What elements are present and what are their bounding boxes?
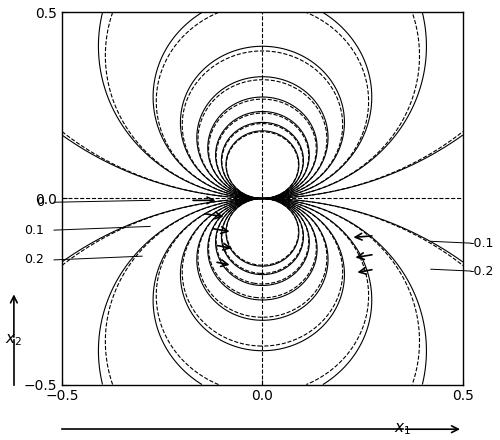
- Text: 0: 0: [36, 196, 44, 209]
- Text: 0.2: 0.2: [24, 253, 44, 266]
- Text: $x_1$: $x_1$: [394, 422, 411, 437]
- Text: 0.1: 0.1: [24, 224, 44, 237]
- Text: $x_2$: $x_2$: [6, 332, 22, 348]
- Text: -0.2: -0.2: [469, 264, 494, 278]
- Text: -0.1: -0.1: [469, 237, 494, 249]
